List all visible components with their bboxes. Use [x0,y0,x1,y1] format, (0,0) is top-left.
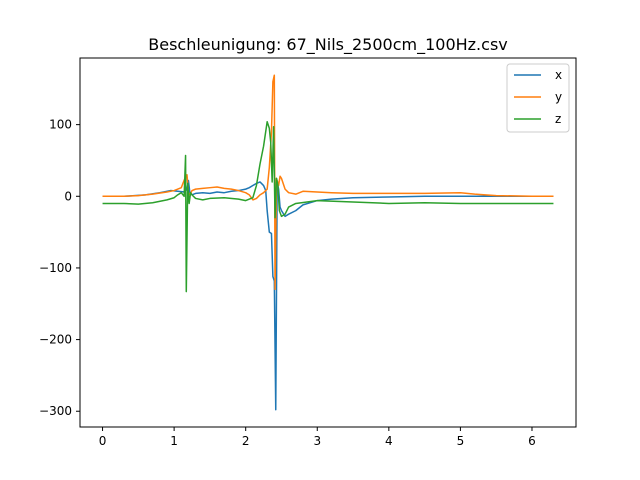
legend-label-x: x [555,68,562,82]
y-tick-label: −300 [39,404,72,418]
y-axis: −300 −200 −100 0 100 [39,118,80,418]
x-tick-label: 6 [528,434,536,448]
chart-title: Beschleunigung: 67_Nils_2500cm_100Hz.csv [148,35,508,55]
x-tick-label: 1 [170,434,178,448]
y-tick-label: 100 [49,118,72,132]
x-axis: 0 1 2 3 4 5 6 [99,427,536,448]
legend-label-y: y [555,90,562,104]
x-tick-label: 5 [457,434,465,448]
x-tick-label: 4 [385,434,393,448]
x-tick-label: 2 [242,434,250,448]
series-line-y [102,74,554,291]
legend: xyz [506,63,570,133]
x-tick-label: 0 [99,434,107,448]
plot-frame [79,57,577,428]
series-layer [102,74,554,411]
legend-label-z: z [555,112,561,126]
y-tick-label: 0 [64,189,72,203]
y-tick-label: −200 [39,333,72,347]
legend-box [506,63,570,133]
y-tick-label: −100 [39,261,72,275]
series-line-x [102,179,554,411]
series-line-z [102,121,554,293]
x-tick-label: 3 [313,434,321,448]
